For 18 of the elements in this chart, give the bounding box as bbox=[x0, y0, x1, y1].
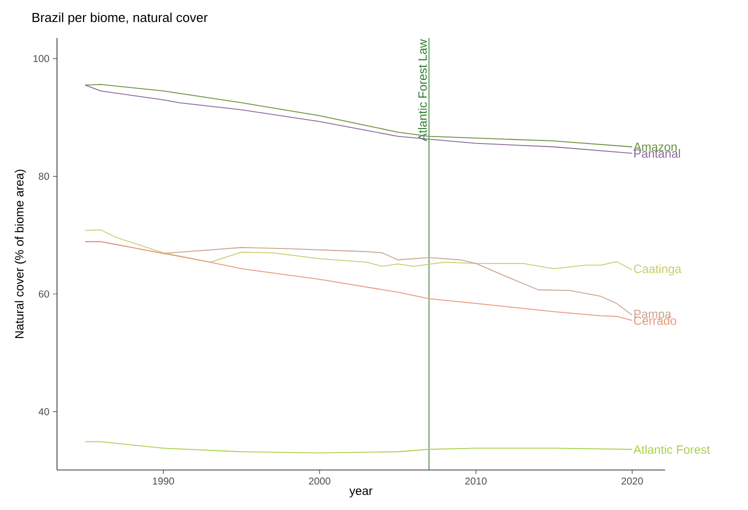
line-series bbox=[84, 441, 633, 454]
y-axis-title: Natural cover (% of biome area) bbox=[14, 170, 26, 338]
series-label: Pantanal bbox=[634, 148, 680, 158]
x-tick-label: 2010 bbox=[465, 478, 487, 485]
line-series bbox=[84, 229, 633, 270]
series-label: Caatinga bbox=[634, 264, 682, 276]
x-tick-label: 1990 bbox=[152, 478, 174, 485]
ref-line-label: Atlantic Forest Law bbox=[418, 39, 427, 142]
series-label: Amazon bbox=[633, 142, 677, 152]
series-label: Atlantic Forest bbox=[633, 444, 710, 454]
y-tick-label: 40 bbox=[38, 408, 50, 416]
y-tick-label: 100 bbox=[34, 55, 50, 62]
chart-title: Brazil per biome, natural cover bbox=[32, 12, 208, 25]
x-tick-label: 2000 bbox=[308, 478, 330, 485]
x-tick-label: 2020 bbox=[622, 478, 643, 485]
x-axis-title: year bbox=[349, 488, 372, 498]
y-tick-label: 60 bbox=[38, 290, 50, 298]
y-tick-label: 80 bbox=[38, 172, 50, 180]
